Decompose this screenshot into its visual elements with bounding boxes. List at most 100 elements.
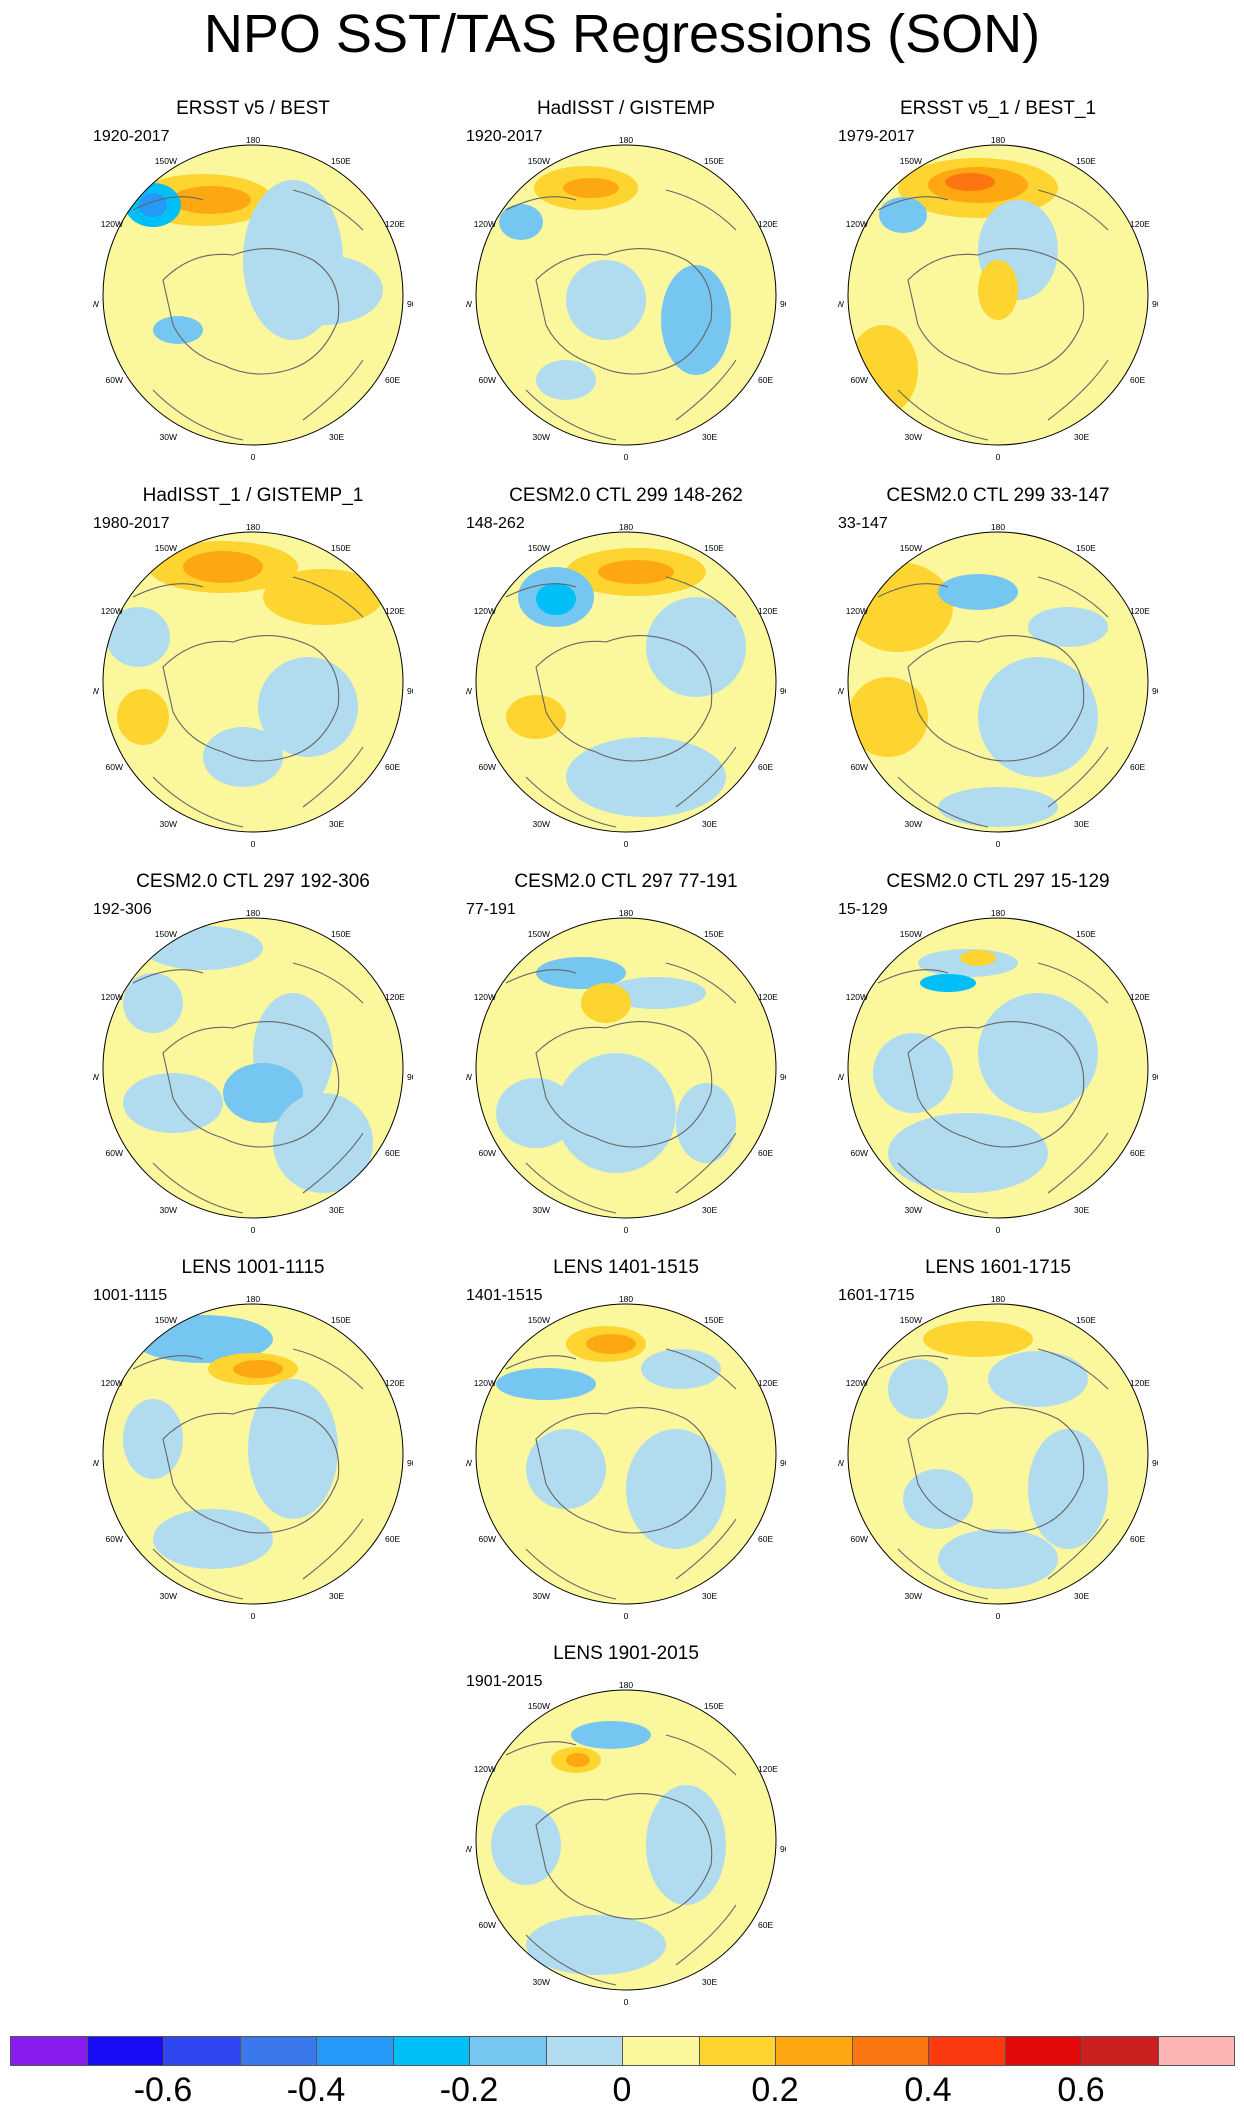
map-boundary: [475, 1689, 777, 1991]
longitude-label: 30W: [533, 432, 550, 442]
coastline: [132, 576, 364, 828]
colorbar-swatch: [316, 2036, 394, 2066]
longitude-label: 90W: [466, 1458, 472, 1468]
longitude-label: 90W: [93, 1072, 99, 1082]
map-panel: CESM2.0 CTL 297 77-191 77-191 180 150E 120E 9…: [466, 871, 836, 1243]
longitude-label: 180: [991, 135, 1005, 145]
field-contour: [248, 1379, 338, 1519]
longitude-label: 150W: [900, 929, 922, 939]
longitude-label: 60E: [385, 762, 400, 772]
colorbar-tick-label: 0.2: [751, 2071, 799, 2109]
panel-period: 1901-2015: [466, 1673, 543, 1690]
map-boundary: [475, 531, 777, 833]
field-contour: [606, 977, 706, 1009]
map-boundary: [475, 144, 777, 446]
longitude-label: 150W: [900, 543, 922, 553]
colorbar-swatch: [775, 2036, 853, 2066]
longitude-label: 120W: [101, 992, 123, 1002]
field-contour: [978, 657, 1098, 777]
longitude-label: 120W: [846, 992, 868, 1002]
longitude-label: 90W: [466, 299, 472, 309]
longitude-label: 30E: [1074, 1205, 1089, 1215]
polar-map: 180 150E 120E 90E 60E 30E 0 30W 60W 90W 120W 150W: [466, 522, 786, 849]
panel-title: ERSST v5 / BEST: [176, 98, 330, 119]
coastline: [505, 189, 737, 441]
longitude-label: 30E: [702, 432, 717, 442]
panel-period: 1001-1115: [93, 1287, 168, 1304]
field-contour: [123, 973, 183, 1033]
panel-period: 1920-2017: [93, 128, 170, 145]
map-panel: CESM2.0 CTL 299 148-262 148-262 180 150E 120…: [466, 485, 836, 857]
longitude-label: 120W: [846, 219, 868, 229]
colorbar-tick-label: 0.4: [904, 2071, 952, 2109]
longitude-label: 60W: [479, 375, 496, 385]
longitude-label: 120W: [101, 606, 123, 616]
longitude-label: 60W: [106, 1534, 123, 1544]
field-contour: [938, 574, 1018, 610]
longitude-label: 150W: [155, 543, 177, 553]
panel-period: 1979-2017: [838, 128, 915, 145]
colorbar-swatch: [928, 2036, 1006, 2066]
longitude-label: 60W: [106, 762, 123, 772]
longitude-label: 90W: [838, 686, 844, 696]
longitude-label: 30W: [905, 819, 922, 829]
longitude-label: 180: [991, 1294, 1005, 1304]
longitude-label: 150E: [331, 156, 351, 166]
longitude-label: 30E: [702, 819, 717, 829]
polar-map: 180 150E 120E 90E 60E 30E 0 30W 60W 90W 120W 150W: [838, 135, 1158, 462]
longitude-label: 150W: [900, 1315, 922, 1325]
coastline: [877, 1348, 1109, 1600]
longitude-label: 60W: [851, 762, 868, 772]
longitude-label: 90E: [780, 686, 786, 696]
field-contour: [536, 360, 596, 400]
panel-title: LENS 1901-2015: [553, 1643, 699, 1664]
longitude-label: 60W: [851, 1148, 868, 1158]
longitude-label: 90W: [466, 1072, 472, 1082]
panel-period: 1601-1715: [838, 1287, 915, 1304]
longitude-label: 180: [619, 1680, 633, 1690]
longitude-label: 30E: [329, 819, 344, 829]
longitude-label: 180: [619, 1294, 633, 1304]
field-contour: [183, 551, 263, 583]
longitude-label: 60W: [479, 1148, 496, 1158]
field-contour: [641, 1349, 721, 1389]
longitude-label: 90W: [93, 1458, 99, 1468]
longitude-label: 30W: [905, 1205, 922, 1215]
longitude-label: 180: [619, 135, 633, 145]
longitude-label: 30E: [1074, 819, 1089, 829]
longitude-label: 120E: [385, 606, 405, 616]
map-boundary: [102, 144, 404, 446]
longitude-label: 60E: [758, 375, 773, 385]
longitude-label: 90E: [780, 1458, 786, 1468]
longitude-label: 150E: [331, 1315, 351, 1325]
field-contour: [496, 1368, 596, 1400]
map-boundary: [475, 1303, 777, 1605]
longitude-label: 0: [624, 452, 629, 462]
panel-period: 33-147: [838, 515, 888, 532]
longitude-label: 180: [619, 522, 633, 532]
longitude-label: 30W: [160, 1591, 177, 1601]
longitude-label: 150E: [704, 543, 724, 553]
longitude-label: 90E: [1152, 299, 1158, 309]
colorbar-swatch: [1004, 2036, 1082, 2066]
longitude-label: 90W: [466, 1844, 472, 1854]
longitude-label: 30W: [905, 1591, 922, 1601]
field-contour: [223, 1063, 303, 1123]
colorbar-swatch: [1157, 2036, 1235, 2066]
colorbar-swatch: [239, 2036, 317, 2066]
longitude-label: 120E: [385, 1378, 405, 1388]
longitude-label: 60E: [385, 1148, 400, 1158]
longitude-label: 150E: [331, 929, 351, 939]
field-contour: [903, 1469, 973, 1529]
longitude-label: 0: [996, 1225, 1001, 1235]
longitude-label: 0: [996, 452, 1001, 462]
map-boundary: [847, 144, 1149, 446]
longitude-label: 60W: [851, 1534, 868, 1544]
longitude-label: 90W: [93, 686, 99, 696]
map-boundary: [102, 917, 404, 1219]
field-contour: [153, 316, 203, 344]
map-panel: CESM2.0 CTL 299 33-147 33-147 180 150E 120E 9…: [838, 485, 1208, 857]
longitude-label: 0: [624, 1611, 629, 1621]
longitude-label: 150E: [704, 1315, 724, 1325]
longitude-label: 120W: [474, 1378, 496, 1388]
